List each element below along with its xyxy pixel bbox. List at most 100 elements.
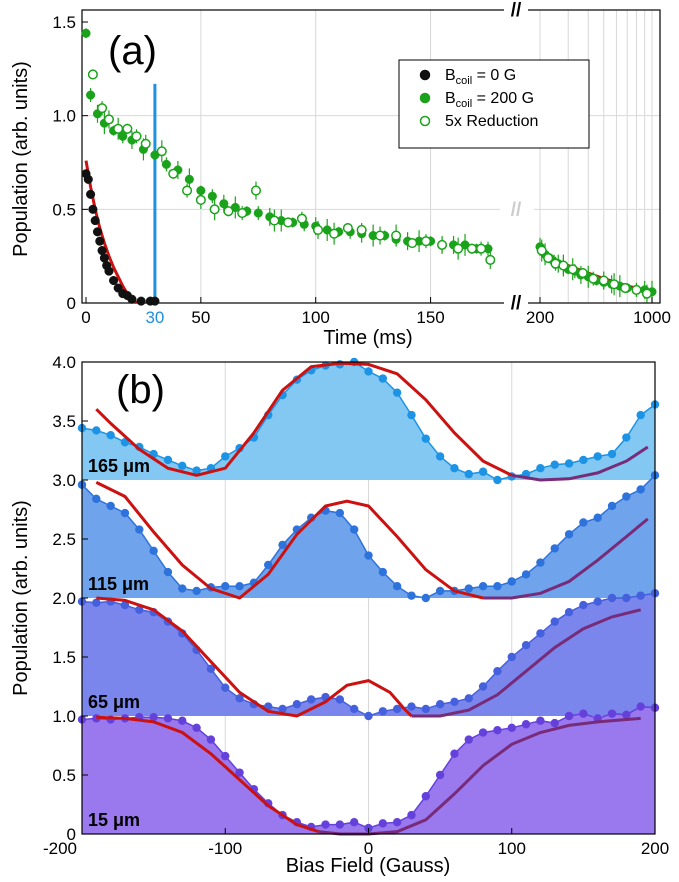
x-tick-label: -100 (208, 839, 242, 858)
trace-point (564, 607, 574, 617)
trace-point (378, 374, 388, 383)
trace-point (521, 641, 531, 650)
trace-fill (82, 362, 655, 480)
trace-point (292, 700, 302, 709)
fit-curve-purple (511, 445, 649, 482)
data-point-open (140, 138, 151, 149)
trace-point (636, 591, 645, 600)
trace-point (579, 600, 588, 610)
trace-point (421, 434, 430, 443)
trace-point (536, 629, 545, 638)
trace-point (607, 501, 617, 511)
trace-point (364, 367, 373, 376)
data-point-open (453, 243, 464, 254)
trace-point (192, 466, 201, 475)
trace-point (636, 485, 645, 494)
trace-point (92, 598, 101, 607)
data-point (88, 204, 98, 214)
trace-point (550, 460, 559, 469)
trace-point (593, 513, 602, 522)
trace-point (163, 567, 173, 577)
trace-point (392, 818, 402, 827)
x-tick-label: 0 (364, 839, 373, 858)
y-tick-label: 4.0 (52, 353, 76, 372)
trace-point (192, 586, 201, 596)
trace-label: 115 μm (88, 574, 149, 594)
data-point (127, 294, 137, 304)
trace-point (478, 728, 488, 737)
trace-point (478, 682, 488, 691)
trace-point (392, 388, 402, 397)
trace-point (192, 723, 201, 732)
trace-point (450, 749, 459, 758)
data-point-open (97, 103, 108, 114)
trace-point (622, 710, 631, 720)
data-point-open (209, 204, 220, 215)
data-point-open (87, 69, 98, 80)
trace-point (579, 518, 588, 527)
data-point-open (577, 267, 588, 279)
trace-point (607, 593, 617, 603)
trace-point (579, 455, 588, 465)
trace-point (378, 819, 388, 828)
trace-point (435, 770, 445, 780)
y-tick-label: 0 (67, 294, 76, 313)
panel-a-label: (a) (108, 29, 157, 73)
data-point (104, 266, 114, 276)
trace-point (478, 467, 488, 476)
trace-0: 165 μm (77, 357, 660, 485)
trace-point (564, 459, 574, 468)
fit-curve-red (95, 481, 484, 600)
data-point (95, 236, 105, 246)
axis-break-mask (504, 2, 528, 20)
data-point (184, 174, 194, 184)
trace-point (550, 617, 559, 626)
trace-point (221, 452, 230, 461)
trace-point (392, 704, 402, 714)
axis-break-mark: // (511, 199, 522, 220)
data-point-open (312, 224, 324, 235)
y-tick-label: 3.5 (52, 412, 76, 431)
data-point-open (631, 284, 642, 295)
data-point (253, 208, 263, 218)
trace-point (579, 709, 588, 718)
trace-point (493, 725, 502, 735)
y-tick-label: 3.0 (52, 471, 76, 490)
trace-point (464, 584, 473, 593)
x-tick-label: 100 (302, 308, 330, 327)
legend-label: Bcoil = 0 G (445, 67, 516, 87)
data-point-open (374, 230, 386, 241)
data-point (86, 90, 96, 100)
panel-a-frame (81, 9, 661, 304)
trace-point (536, 558, 545, 567)
data-point (86, 189, 96, 199)
data-point-open (113, 123, 124, 134)
data-point (92, 227, 103, 237)
panel-b-label: (b) (116, 368, 165, 412)
y-tick-label: 2.5 (52, 530, 76, 549)
trace-point (507, 652, 516, 662)
trace-point (550, 544, 559, 553)
trace-point (149, 712, 158, 722)
data-point-open (356, 224, 367, 235)
y-tick-label: 0.5 (52, 766, 76, 785)
trace-point (378, 567, 388, 577)
data-point-open (182, 185, 193, 196)
trace-point (564, 711, 574, 721)
data-point (81, 28, 91, 38)
panel-a-x-axis-label: Time (ms) (323, 327, 412, 349)
y-tick-label: 1.0 (52, 707, 76, 726)
data-point-open (329, 228, 340, 239)
trace-point (464, 694, 473, 703)
trace-point (622, 433, 631, 442)
fit-curve-red (96, 715, 319, 834)
trace-point (507, 723, 516, 732)
panel-a-fits (84, 160, 653, 305)
data-point (219, 199, 229, 209)
trace-point (493, 582, 502, 591)
y-tick-label: 1.0 (52, 107, 76, 126)
trace-point (321, 820, 330, 829)
panel-b: 165 μm 115 μm 65 μm 15 μm -200 -100 0 100 200 0 0… (10, 353, 669, 877)
data-point-open (250, 185, 262, 196)
x-tick-label: 50 (191, 308, 210, 327)
